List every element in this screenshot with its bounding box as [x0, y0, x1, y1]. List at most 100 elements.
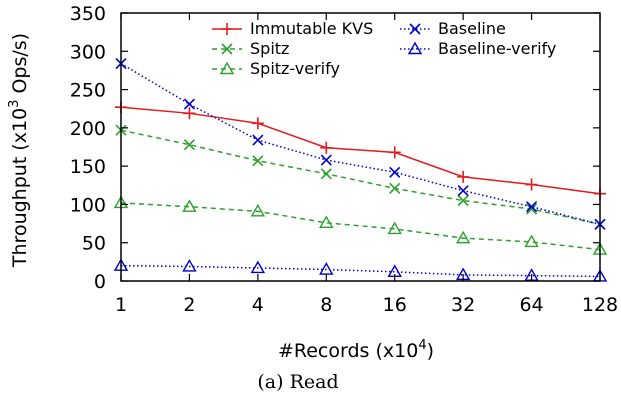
legend-label: Spitz-verify [250, 59, 340, 78]
series-baseline-verify [113, 258, 608, 282]
y-tick-label: 200 [70, 118, 106, 140]
legend-label: Immutable KVS [250, 19, 373, 38]
data-point-spitz-verify [455, 230, 471, 244]
legend-label: Spitz [250, 39, 289, 58]
y-axis-title: Throughput (x103 Ops/s) [7, 33, 31, 268]
y-tick-label: 0 [94, 271, 106, 293]
triangle-marker-shape [407, 41, 423, 55]
data-point-baseline-verify [250, 260, 266, 274]
x-axis-title-sup: 4 [418, 338, 426, 353]
data-point-spitz-verify [250, 203, 266, 217]
data-point-spitz [526, 203, 538, 215]
data-point-spitz-verify [182, 199, 197, 212]
data-point-immutable-kvs [525, 178, 538, 191]
legend-label: Baseline [438, 19, 506, 38]
legend-swatch-marker [221, 23, 233, 35]
y-axis-title-main: Throughput (x10 [9, 108, 31, 268]
series-spitz [115, 124, 606, 230]
data-point-baseline [389, 166, 401, 178]
series-spitz-verify [113, 195, 608, 255]
data-point-spitz-verify [524, 234, 539, 248]
legend-label: Baseline-verify [438, 39, 556, 58]
y-tick-label: 50 [82, 233, 106, 255]
y-tick-label: 250 [70, 80, 106, 102]
x-tick-label: 4 [252, 294, 264, 316]
plus-marker-shape [320, 141, 333, 154]
data-point-immutable-kvs [320, 141, 333, 154]
y-tick-label: 300 [70, 41, 106, 63]
x-tick-label: 128 [582, 294, 618, 316]
data-point-spitz-verify [319, 215, 334, 229]
legend-swatch-marker [219, 61, 235, 75]
x-tick-label: 8 [320, 294, 332, 316]
chart-caption: (a) Read [257, 371, 338, 393]
series-line-spitz [120, 129, 601, 226]
y-tick-label: 100 [70, 194, 106, 216]
x-axis-title-main: #Records (x10 [278, 340, 418, 362]
plus-marker-shape [388, 146, 401, 159]
legend-swatch-marker [409, 23, 421, 35]
x-marker-shape [183, 98, 195, 110]
x-tick-label: 16 [383, 294, 407, 316]
plus-marker-shape [183, 107, 196, 120]
series-line-immutable-kvs [120, 106, 601, 195]
plus-marker-shape [525, 178, 538, 191]
triangle-marker-shape [455, 230, 471, 244]
x-marker-shape [183, 139, 195, 151]
data-point-baseline [526, 201, 538, 213]
axes: 0 50 100 150 200 250 300 350 1 2 4 8 16 32 64 128 [70, 3, 618, 316]
legend-entry-spitz-verify: Spitz-verify [212, 59, 340, 78]
x-marker-shape [457, 185, 469, 197]
y-tick-label: 350 [70, 3, 106, 25]
triangle-marker-shape [182, 199, 197, 212]
x-marker-shape [221, 43, 233, 55]
plot-marks [113, 57, 608, 282]
legend-entry-baseline-verify: Baseline-verify [400, 39, 556, 58]
x-marker-shape [526, 203, 538, 215]
plot-frame [120, 12, 601, 282]
legend-swatch-marker [407, 41, 423, 55]
x-marker-shape [457, 195, 469, 207]
triangle-marker-shape [182, 259, 197, 272]
x-axis-title: #Records (x104) [278, 338, 434, 362]
data-point-spitz [252, 155, 264, 167]
x-tick-label: 2 [183, 294, 195, 316]
legend-entry-baseline: Baseline [400, 19, 506, 38]
data-point-spitz [457, 195, 469, 207]
data-point-immutable-kvs [457, 170, 470, 183]
x-marker-shape [526, 201, 538, 213]
triangle-marker-shape [387, 221, 402, 235]
data-point-baseline [320, 154, 332, 166]
x-marker-shape [252, 155, 264, 167]
data-point-immutable-kvs [183, 107, 196, 120]
plus-marker-shape [221, 23, 233, 35]
legend-entry-spitz: Spitz [212, 39, 289, 58]
x-marker-shape [252, 134, 264, 146]
triangle-marker-shape [250, 203, 266, 217]
data-point-spitz [183, 139, 195, 151]
data-point-spitz [320, 168, 332, 180]
x-axis-title-end: ) [427, 340, 434, 362]
triangle-marker-shape [524, 234, 539, 248]
triangle-marker-shape [250, 260, 266, 274]
x-marker-shape [320, 154, 332, 166]
data-point-baseline [457, 185, 469, 197]
x-tick-label: 1 [115, 294, 127, 316]
x-marker-shape [389, 182, 401, 194]
x-tick-label: 32 [451, 294, 475, 316]
plus-marker-shape [251, 117, 264, 130]
series-immutable-kvs [115, 101, 606, 200]
data-point-baseline-verify [182, 259, 197, 272]
x-marker-shape [409, 23, 421, 35]
data-point-baseline [252, 134, 264, 146]
y-axis-title-end: Ops/s) [9, 33, 31, 100]
plus-marker-shape [457, 170, 470, 183]
triangle-marker-shape [219, 61, 235, 75]
data-point-immutable-kvs [251, 117, 264, 130]
x-marker-shape [389, 166, 401, 178]
series-line-baseline [120, 62, 601, 226]
legend-swatch-marker [221, 43, 233, 55]
data-point-spitz [389, 182, 401, 194]
